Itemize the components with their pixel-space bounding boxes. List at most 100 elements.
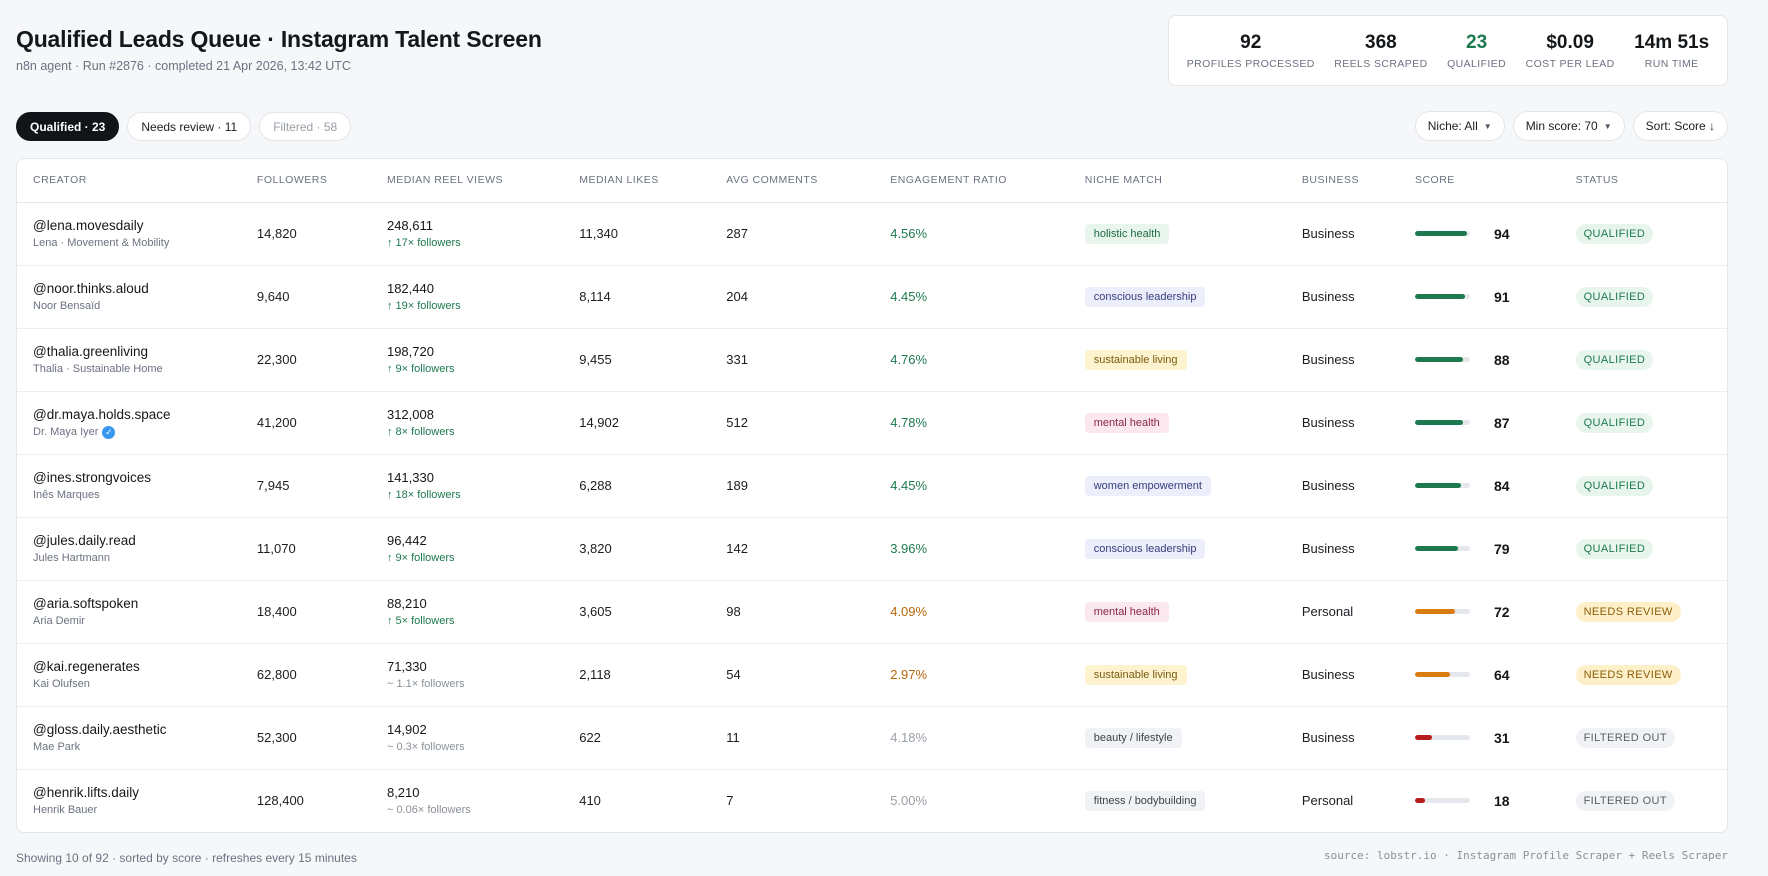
column-header[interactable]: SCORE: [1398, 159, 1560, 203]
status-badge: NEEDS REVIEW: [1575, 664, 1681, 685]
likes-cell: 3,820: [563, 517, 711, 581]
median-views: 182,440: [386, 281, 434, 296]
table-row[interactable]: @aria.softspoken Aria Demir 18,400 88,210 ↑ …: [17, 580, 1727, 644]
creator-cell: @henrik.lifts.daily Henrik Bauer: [17, 769, 241, 832]
table-row[interactable]: @noor.thinks.aloud Noor Bensaïd 9,640 182,4…: [17, 265, 1727, 329]
score-cell: 94: [1398, 202, 1560, 266]
comments-cell: 512: [710, 391, 875, 455]
creator-name: Aria Demir: [33, 615, 85, 627]
run-info: n8n agent · Run #2876 · completed 21 Apr…: [16, 59, 351, 73]
creator-handle[interactable]: @thalia.greenliving: [33, 344, 149, 359]
status-badge: QUALIFIED: [1575, 349, 1654, 370]
views-cell: 8,210 ~ 0.06× followers: [371, 769, 563, 832]
creator-name: Jules Hartmann: [33, 552, 111, 564]
table-row[interactable]: @dr.maya.holds.space Dr. Maya Iyer ✓ 41,200…: [17, 391, 1727, 455]
niche-tag: sustainable living: [1084, 349, 1187, 370]
score-value: 64: [1493, 666, 1510, 683]
stat-item: $0.09 COST PER LEAD: [1526, 32, 1615, 70]
score-cell: 64: [1398, 643, 1560, 707]
table-row[interactable]: @gloss.daily.aesthetic Mae Park 52,300 14,9…: [17, 706, 1727, 770]
stat-value: 14m 51s: [1634, 31, 1710, 53]
niche-tag: conscious leadership: [1084, 286, 1206, 307]
tab-2[interactable]: Filtered · 58: [259, 112, 352, 141]
column-header[interactable]: ENGAGEMENT RATIO: [874, 159, 1069, 203]
table-row[interactable]: @jules.daily.read Jules Hartmann 11,070 96,…: [17, 517, 1727, 581]
table-row[interactable]: @henrik.lifts.daily Henrik Bauer 128,400 8,…: [17, 769, 1727, 832]
column-header[interactable]: CREATOR: [17, 159, 241, 203]
table-row[interactable]: @kai.regenerates Kai Olufsen 62,800 71,330 ~…: [17, 643, 1727, 707]
score-value: 18: [1493, 792, 1510, 809]
table-row[interactable]: @ines.strongvoices Inês Marques 7,945 141,3…: [17, 454, 1727, 518]
comments-cell: 54: [710, 643, 875, 707]
engagement-cell: 4.45%: [874, 265, 1069, 329]
creator-name: Henrik Bauer: [33, 804, 98, 817]
status-cell: QUALIFIED: [1559, 517, 1727, 581]
creator-name-line: Jules Hartmann: [33, 552, 241, 564]
creator-handle[interactable]: @dr.maya.holds.space: [33, 406, 171, 422]
views-ratio: ↑ 19× followers: [386, 300, 461, 312]
creator-handle[interactable]: @ines.strongvoices: [33, 470, 152, 485]
status-cell: NEEDS REVIEW: [1559, 643, 1727, 707]
likes-cell: 14,902: [563, 391, 711, 455]
column-header[interactable]: NICHE MATCH: [1068, 159, 1286, 203]
comments-cell: 98: [710, 580, 875, 644]
column-header[interactable]: BUSINESS: [1285, 159, 1399, 203]
creator-handle[interactable]: @jules.daily.read: [33, 533, 136, 548]
score-value: 91: [1493, 288, 1510, 305]
creator-cell: @noor.thinks.aloud Noor Bensaïd: [17, 265, 241, 329]
niche-tag: sustainable living: [1084, 664, 1187, 685]
niche-tag: conscious leadership: [1084, 538, 1206, 559]
column-header[interactable]: MEDIAN REEL VIEWS: [370, 159, 564, 203]
verified-check-icon: ✓: [102, 425, 116, 439]
column-header[interactable]: FOLLOWERS: [240, 159, 371, 203]
score-cell: 84: [1398, 454, 1560, 518]
median-views: 96,442: [386, 533, 427, 548]
creator-handle[interactable]: @lena.movesdaily: [33, 218, 144, 233]
niche-filter[interactable]: Niche: All ▼: [1414, 111, 1505, 141]
status-cell: QUALIFIED: [1559, 202, 1727, 266]
creator-handle[interactable]: @aria.softspoken: [33, 596, 139, 611]
creator-handle[interactable]: @gloss.daily.aesthetic: [33, 722, 167, 737]
niche-cell: mental health: [1068, 580, 1286, 644]
niche-cell: sustainable living: [1068, 328, 1286, 392]
score-value: 94: [1493, 225, 1510, 242]
followers-cell: 18,400: [240, 580, 371, 644]
engagement-cell: 3.96%: [874, 517, 1069, 581]
column-header[interactable]: STATUS: [1559, 159, 1727, 203]
status-badge: QUALIFIED: [1575, 538, 1654, 559]
table-row[interactable]: @lena.movesdaily Lena · Movement & Mobili…: [17, 202, 1727, 266]
creator-name-line: Mae Park: [33, 741, 241, 753]
status-cell: QUALIFIED: [1559, 328, 1727, 392]
creator-cell: @aria.softspoken Aria Demir: [17, 580, 241, 644]
likes-cell: 8,114: [563, 265, 711, 329]
engagement-cell: 4.18%: [874, 706, 1069, 770]
engagement-cell: 4.76%: [874, 328, 1069, 392]
creator-handle[interactable]: @henrik.lifts.daily: [33, 785, 139, 801]
creator-name-line: Henrik Bauer: [33, 804, 241, 816]
stat-value: 92: [1240, 31, 1262, 53]
likes-cell: 410: [579, 793, 601, 809]
followers-cell: 62,800: [240, 643, 371, 707]
followers-cell: 22,300: [240, 328, 371, 392]
creator-handle[interactable]: @noor.thinks.aloud: [33, 281, 149, 296]
status-badge: QUALIFIED: [1575, 412, 1654, 433]
stat-label: PROFILES PROCESSED: [1186, 57, 1315, 70]
score-bar-fill: [1414, 735, 1433, 740]
column-header[interactable]: MEDIAN LIKES: [563, 159, 711, 203]
filter-bar: Niche: All ▼ Min score: 70 ▼ Sort: Score…: [1414, 111, 1728, 141]
sort-button[interactable]: Sort: Score ↓: [1632, 111, 1728, 141]
creator-handle[interactable]: @kai.regenerates: [33, 659, 140, 674]
median-views: 8,210: [386, 785, 420, 801]
min-score-filter[interactable]: Min score: 70 ▼: [1512, 111, 1625, 141]
views-cell: 312,008 ↑ 8× followers: [370, 391, 564, 455]
tab-1[interactable]: Needs review · 11: [127, 112, 252, 141]
followers-cell: 41,200: [240, 391, 371, 455]
creator-cell: @kai.regenerates Kai Olufsen: [17, 643, 241, 707]
chevron-down-icon: ▼: [1603, 121, 1612, 131]
table-row[interactable]: @thalia.greenliving Thalia · Sustainable …: [17, 328, 1727, 392]
column-header[interactable]: AVG COMMENTS: [710, 159, 875, 203]
tab-0[interactable]: Qualified · 23: [16, 112, 120, 141]
comments-cell: 11: [710, 706, 875, 770]
business-cell: Business: [1285, 454, 1399, 518]
business-cell: Business: [1285, 202, 1399, 266]
